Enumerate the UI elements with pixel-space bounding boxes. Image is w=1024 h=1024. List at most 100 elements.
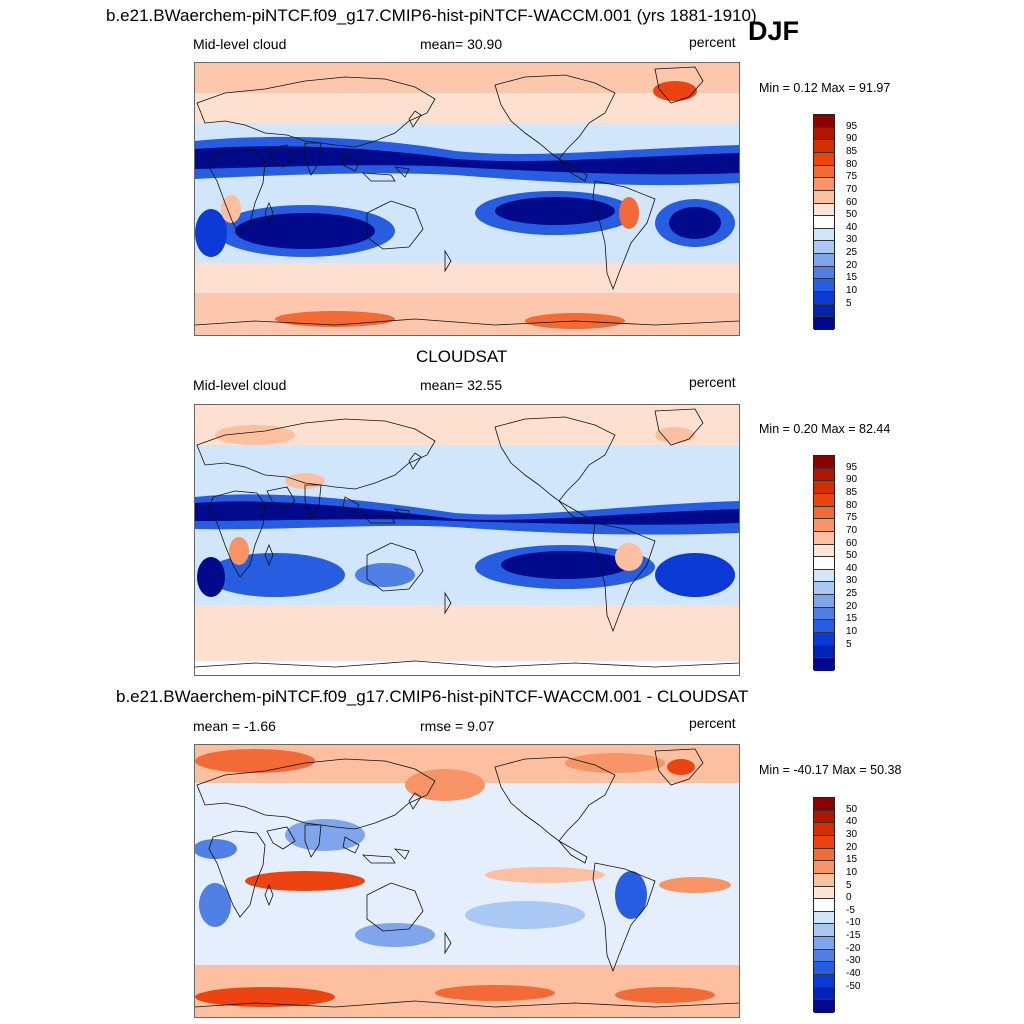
panel-obs-heading: CLOUDSAT [416, 347, 508, 366]
panel-diff-map [194, 744, 740, 1018]
colorbar-segment [814, 557, 834, 570]
colorbar-segment [814, 848, 834, 862]
panel-obs-minmax: Min = 0.20 Max = 82.44 [759, 422, 891, 436]
colorbar-tick-label: 95 [846, 120, 858, 132]
panel-model-variable-label: Mid-level cloud [193, 36, 287, 52]
colorbar-segment [814, 115, 834, 128]
colorbar-tick-label: 20 [846, 600, 858, 612]
colorbar-tick-label: 40 [846, 816, 858, 828]
colorbar-tick-label: 10 [846, 626, 858, 638]
colorbar-tick-label: 20 [846, 259, 858, 271]
colorbar-segment [814, 456, 834, 469]
colorbar-tick-label: -30 [846, 955, 861, 967]
panel-diff-mean-label: mean = -1.66 [193, 718, 276, 734]
colorbar-segment [814, 468, 834, 482]
season-label: DJF [748, 16, 800, 46]
panel-model-map [194, 62, 740, 336]
colorbar-segment [814, 582, 834, 596]
colorbar-segment [814, 140, 834, 153]
panel-obs-map [194, 404, 740, 676]
colorbar-segment [814, 607, 834, 621]
colorbar-segment [814, 633, 834, 646]
colorbar-segment [814, 266, 834, 280]
colorbar-segment [814, 924, 834, 938]
colorbar-tick-label: 50 [846, 550, 858, 562]
colorbar-segment [814, 873, 834, 887]
colorbar-segment [814, 595, 834, 608]
colorbar-segment [814, 987, 834, 1001]
colorbar-segment [814, 152, 834, 166]
colorbar-segment [814, 835, 834, 849]
colorbar-tick-label: 85 [846, 486, 858, 498]
colorbar-tick-label: 80 [846, 499, 858, 511]
panel-model-heading: b.e21.BWaerchem-piNTCF.f09_g17.CMIP6-his… [106, 6, 757, 25]
panel-diff-units-label: percent [689, 715, 736, 731]
colorbar-segment [814, 886, 834, 900]
colorbar-tick-label: 15 [846, 272, 858, 284]
colorbar-tick-label: 30 [846, 828, 858, 840]
colorbar-tick-label: 15 [846, 613, 858, 625]
colorbar-segment [814, 975, 834, 988]
colorbar-segment [814, 292, 834, 305]
colorbar-segment [814, 203, 834, 217]
colorbar-tick-label: 90 [846, 474, 858, 486]
colorbar-segment [814, 506, 834, 520]
colorbar-segment [814, 658, 834, 671]
panel-diff-colorbar [813, 797, 835, 1013]
panel-obs-colorbar [813, 455, 835, 671]
colorbar-tick-label: 20 [846, 841, 858, 853]
colorbar-segment [814, 165, 834, 179]
colorbar-tick-label: 10 [846, 866, 858, 878]
colorbar-tick-label: 10 [846, 285, 858, 297]
colorbar-segment [814, 519, 834, 532]
colorbar-segment [814, 254, 834, 267]
colorbar-segment [814, 190, 834, 204]
colorbar-tick-label: 50 [846, 803, 858, 815]
colorbar-segment [814, 317, 834, 330]
colorbar-segment [814, 937, 834, 950]
colorbar-tick-label: 85 [846, 145, 858, 157]
colorbar-tick-label: 75 [846, 171, 858, 183]
colorbar-tick-label: 80 [846, 158, 858, 170]
colorbar-segment [814, 304, 834, 318]
colorbar-segment [814, 620, 834, 634]
panel-obs-variable-label: Mid-level cloud [193, 377, 287, 393]
colorbar-tick-label: 70 [846, 524, 858, 536]
panel-obs-mean-label: mean= 32.55 [420, 377, 503, 393]
colorbar-segment [814, 1000, 834, 1013]
colorbar-segment [814, 823, 834, 836]
colorbar-segment [814, 569, 834, 583]
colorbar-tick-label: 60 [846, 537, 858, 549]
colorbar-segment [814, 911, 834, 925]
colorbar-tick-label: 40 [846, 562, 858, 574]
colorbar-segment [814, 493, 834, 507]
colorbar-tick-label: 5 [846, 297, 852, 309]
colorbar-segment [814, 861, 834, 874]
panel-model-colorbar [813, 114, 835, 330]
colorbar-segment [814, 645, 834, 659]
colorbar-tick-label: 90 [846, 133, 858, 145]
colorbar-segment [814, 178, 834, 191]
panel-model-minmax: Min = 0.12 Max = 91.97 [759, 81, 891, 95]
colorbar-tick-label: 5 [846, 638, 852, 650]
colorbar-segment [814, 481, 834, 494]
colorbar-tick-label: 30 [846, 234, 858, 246]
colorbar-segment [814, 949, 834, 963]
colorbar-tick-label: 25 [846, 247, 858, 259]
colorbar-tick-label: 60 [846, 196, 858, 208]
panel-model-mean-label: mean= 30.90 [420, 36, 503, 52]
colorbar-segment [814, 531, 834, 545]
colorbar-segment [814, 279, 834, 293]
colorbar-tick-label: 95 [846, 461, 858, 473]
colorbar-tick-label: 5 [846, 879, 852, 891]
colorbar-segment [814, 216, 834, 229]
colorbar-tick-label: -15 [846, 930, 861, 942]
colorbar-tick-label: -50 [846, 980, 861, 992]
colorbar-segment [814, 241, 834, 255]
colorbar-tick-label: 15 [846, 854, 858, 866]
colorbar-segment [814, 810, 834, 824]
colorbar-tick-label: 70 [846, 183, 858, 195]
colorbar-tick-label: -40 [846, 968, 861, 980]
panel-diff-heading: b.e21.BWaerchem-piNTCF.f09_g17.CMIP6-his… [116, 687, 749, 706]
colorbar-tick-label: -10 [846, 917, 861, 929]
